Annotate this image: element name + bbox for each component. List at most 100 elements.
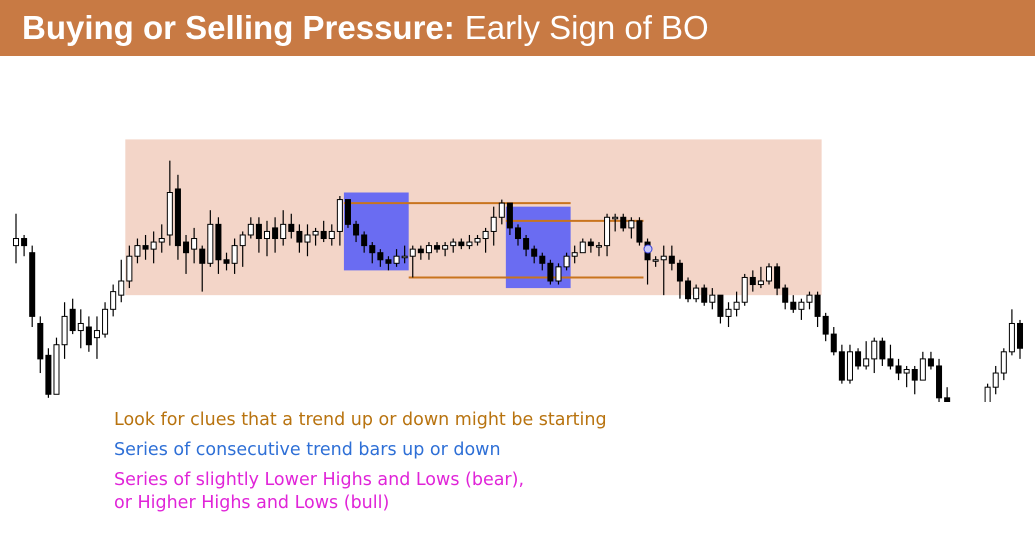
bear-candle	[911, 369, 918, 381]
bear-candle	[944, 397, 951, 402]
bear-candle	[822, 315, 829, 335]
bull-candle	[992, 372, 999, 388]
bull-candle	[725, 308, 732, 317]
bull-candle	[1008, 322, 1015, 353]
bull-candle	[93, 330, 100, 339]
bull-candle	[765, 266, 773, 282]
bull-candle	[425, 245, 432, 254]
candlestick-chart	[12, 139, 1024, 402]
bear-candle	[37, 322, 44, 360]
bull-candle	[660, 255, 667, 261]
bear-candle	[539, 255, 546, 264]
bear-candle	[183, 241, 190, 254]
bear-candle	[749, 276, 756, 286]
bull-candle	[482, 230, 489, 240]
bear-candle	[782, 287, 789, 303]
bull-candle	[628, 220, 635, 229]
bull-candle	[733, 301, 740, 310]
bear-candle	[620, 216, 627, 229]
bear-candle	[636, 220, 643, 243]
bull-candle	[846, 351, 853, 381]
bull-candle	[579, 241, 586, 254]
cursor-dot	[643, 244, 653, 254]
bear-candle	[434, 245, 441, 250]
bear-candle	[587, 241, 594, 247]
bull-candle	[231, 245, 238, 264]
bear-candle	[506, 202, 513, 229]
bull-candle	[110, 291, 117, 310]
bear-candle	[288, 223, 295, 232]
bear-candle	[215, 223, 222, 261]
bear-candle	[936, 365, 943, 399]
bull-candle	[466, 241, 473, 247]
bear-candle	[685, 280, 692, 300]
bull-candle	[12, 238, 20, 247]
bear-candle	[838, 351, 845, 381]
bull-candle	[757, 280, 764, 286]
bear-candle	[701, 287, 708, 303]
bull-candle	[102, 308, 109, 335]
bear-candle	[814, 294, 821, 317]
bear-candle	[377, 252, 384, 261]
bull-candle	[498, 202, 505, 218]
bear-candle	[668, 255, 675, 264]
bear-candle	[547, 262, 554, 282]
note-highs-lows-line-1: Series of slightly Lower Highs and Lows …	[114, 470, 525, 490]
bull-candle	[1000, 351, 1007, 374]
bear-candle	[361, 234, 368, 247]
bull-candle	[798, 301, 805, 310]
bull-candle	[401, 255, 408, 259]
bull-candle	[77, 322, 84, 332]
bull-candle	[166, 192, 173, 236]
title-normal-text: Early Sign of BO	[464, 9, 709, 46]
bear-candle	[69, 308, 76, 332]
bull-candle	[571, 252, 578, 257]
note-consecutive-bars: Series of consecutive trend bars up or d…	[114, 440, 501, 460]
bull-candle	[263, 230, 271, 240]
bear-candle	[21, 238, 28, 247]
bear-candle	[85, 326, 92, 346]
bear-candle	[255, 223, 262, 240]
bull-candle	[563, 255, 570, 268]
bear-candle	[369, 245, 376, 254]
bear-candle	[887, 358, 894, 367]
bull-candle	[919, 358, 926, 381]
bull-candle	[693, 287, 700, 300]
bull-candle	[328, 230, 335, 240]
bear-candle	[879, 340, 886, 360]
bear-candle	[45, 354, 52, 395]
slide-title: Buying or Selling Pressure: Early Sign o…	[0, 0, 1035, 56]
bear-candle	[855, 351, 862, 367]
bear-candle	[272, 227, 279, 240]
bull-candle	[150, 241, 157, 250]
bull-candle	[709, 294, 716, 303]
notes-list: Look for clues that a trend up or down m…	[114, 405, 607, 515]
bull-candle	[450, 241, 457, 247]
bull-candle	[604, 216, 611, 247]
bear-candle	[385, 259, 392, 264]
trading-range-box	[125, 139, 822, 296]
bull-candle	[863, 358, 870, 367]
bull-candle	[490, 216, 497, 232]
bull-candle	[474, 238, 481, 243]
bear-candle	[514, 227, 522, 240]
bull-candle	[336, 199, 343, 232]
bull-candle	[393, 255, 400, 264]
bull-candle	[595, 245, 602, 248]
note-trend-clues: Look for clues that a trend up or down m…	[114, 410, 607, 430]
bear-candle	[895, 365, 902, 374]
bull-candle	[806, 294, 813, 303]
bear-candle	[676, 262, 683, 282]
bull-candle	[312, 230, 319, 236]
bull-candle	[239, 234, 246, 247]
bull-candle	[247, 223, 254, 236]
bull-candle	[442, 245, 449, 250]
bear-candle	[199, 248, 206, 264]
bear-candle	[830, 333, 837, 353]
bull-candle	[984, 386, 991, 402]
bull-candle	[158, 238, 165, 243]
bear-candle	[458, 241, 465, 247]
bear-candle	[296, 230, 303, 243]
bull-candle	[126, 255, 133, 282]
bull-candle	[903, 369, 910, 374]
